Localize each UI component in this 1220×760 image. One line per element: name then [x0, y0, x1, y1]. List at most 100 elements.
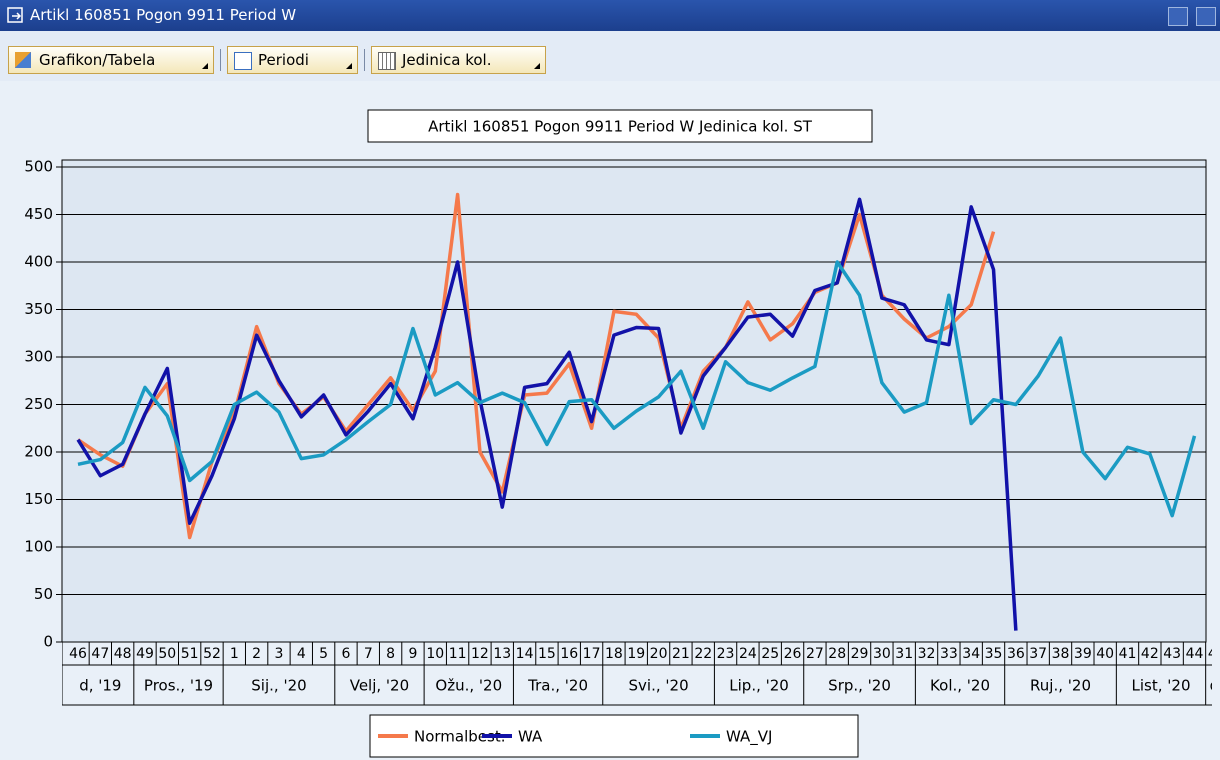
y-tick-label: 400 [24, 253, 53, 271]
button-label: Jedinica kol. [402, 51, 492, 69]
x-group-label: Sij., '20 [251, 677, 306, 695]
x-tick-label: 36 [1007, 646, 1025, 662]
x-tick-label: 2 [252, 646, 261, 662]
x-tick-label: 44 [1186, 646, 1204, 662]
x-tick-label: 39 [1074, 646, 1092, 662]
x-group-label: d, '19 [79, 677, 121, 695]
x-tick-label: 32 [918, 646, 936, 662]
x-tick-label: 26 [784, 646, 802, 662]
x-group-label: Ruj., '20 [1030, 677, 1091, 695]
legend-label: Normalbest. [414, 728, 506, 746]
x-tick-label: 9 [408, 646, 417, 662]
x-tick-label: 51 [181, 646, 199, 662]
x-tick-label: 25 [761, 646, 779, 662]
y-tick-label: 100 [24, 538, 53, 556]
x-tick-label: 34 [962, 646, 980, 662]
x-tick-label: 42 [1141, 646, 1159, 662]
x-tick-label: 31 [895, 646, 913, 662]
x-group-label: List, '20 [1132, 677, 1191, 695]
button-label: Grafikon/Tabela [39, 51, 156, 69]
y-tick-label: 50 [34, 585, 53, 603]
x-tick-label: 24 [739, 646, 757, 662]
window-icon [7, 7, 23, 23]
y-tick-label: 450 [24, 205, 53, 223]
x-group-label: Svi., '20 [629, 677, 689, 695]
toolbar-button[interactable]: Periodi [227, 46, 358, 74]
x-tick-label: 48 [114, 646, 132, 662]
x-group-label: Lip., '20 [729, 677, 789, 695]
x-tick-label: 6 [341, 646, 350, 662]
x-tick-label: 5 [319, 646, 328, 662]
x-tick-label: 21 [672, 646, 690, 662]
chart-title-box [367, 109, 873, 143]
x-tick-label: 37 [1029, 646, 1047, 662]
series-line [77, 260, 1197, 518]
x-tick-label: 17 [583, 646, 601, 662]
x-tick-label: 29 [851, 646, 869, 662]
y-tick-label: 0 [43, 633, 53, 651]
y-tick-label: 200 [24, 443, 53, 461]
y-tick-label: 500 [24, 158, 53, 176]
x-group-label: Srp., '20 [828, 677, 891, 695]
x-tick-label: 10 [426, 646, 444, 662]
x-group-label: Ožu., '20 [435, 677, 502, 695]
toolbar-button[interactable]: Grafikon/Tabela [8, 46, 214, 74]
legend-label: WA [518, 728, 543, 746]
x-tick-label: 40 [1096, 646, 1114, 662]
x-axis: 46 47 48 49 50 51 52 1 2 3 4 5 6 7 8 9 10 11 12 13 14 15 16 17 1… [62, 642, 1220, 706]
y-tick-label: 250 [24, 395, 53, 413]
x-tick-label: 13 [493, 646, 511, 662]
separator [364, 49, 365, 71]
x-tick-label: 7 [364, 646, 373, 662]
x-tick-label: 23 [717, 646, 735, 662]
x-tick-label: 28 [828, 646, 846, 662]
x-tick-label: 14 [516, 646, 534, 662]
x-group-label: Pros., '19 [144, 677, 213, 695]
maximize-button[interactable] [1168, 7, 1188, 26]
x-tick-label: 45 [1208, 646, 1220, 662]
x-tick-label: 1 [230, 646, 239, 662]
series-layer [76, 192, 1197, 631]
legend-box [369, 714, 859, 758]
button-label: Periodi [258, 51, 309, 69]
close-button[interactable] [1196, 7, 1216, 26]
toolbar: Grafikon/Tabela Periodi Jedinica kol. [0, 31, 1220, 81]
x-tick-label: 33 [940, 646, 958, 662]
x-tick-label: 43 [1163, 646, 1181, 662]
x-tick-label: 47 [91, 646, 109, 662]
x-tick-label: 50 [158, 646, 176, 662]
series-line [76, 197, 1018, 631]
x-tick-label: 16 [560, 646, 578, 662]
x-tick-label: 27 [806, 646, 824, 662]
x-tick-label: 20 [650, 646, 668, 662]
chart-title: Artikl 160851 Pogon 9911 Period W Jedini… [428, 118, 813, 136]
x-group-label: Kol., '20 [930, 677, 990, 695]
x-tick-label: 35 [985, 646, 1003, 662]
x-tick-label: 52 [203, 646, 221, 662]
x-tick-label: 4 [297, 646, 306, 662]
x-tick-label: 3 [275, 646, 284, 662]
x-group-label: d, [1210, 677, 1220, 695]
y-tick-label: 350 [24, 300, 53, 318]
x-tick-label: 11 [449, 646, 467, 662]
x-tick-label: 22 [694, 646, 712, 662]
x-tick-label: 19 [627, 646, 645, 662]
separator [220, 49, 221, 71]
x-tick-label: 38 [1052, 646, 1070, 662]
x-tick-label: 46 [69, 646, 87, 662]
x-tick-label: 30 [873, 646, 891, 662]
toolbar-button[interactable]: Jedinica kol. [371, 46, 546, 74]
x-tick-label: 8 [386, 646, 395, 662]
x-tick-label: 41 [1119, 646, 1137, 662]
x-tick-label: 12 [471, 646, 489, 662]
plot-area [61, 159, 1207, 643]
x-tick-label: 18 [605, 646, 623, 662]
y-tick-label: 150 [24, 490, 53, 508]
title-bar: Artikl 160851 Pogon 9911 Period W [0, 0, 1220, 31]
x-group-label: Velj, '20 [350, 677, 409, 695]
x-group-label: Tra., '20 [527, 677, 588, 695]
x-tick-label: 15 [538, 646, 556, 662]
x-tick-label: 49 [136, 646, 154, 662]
